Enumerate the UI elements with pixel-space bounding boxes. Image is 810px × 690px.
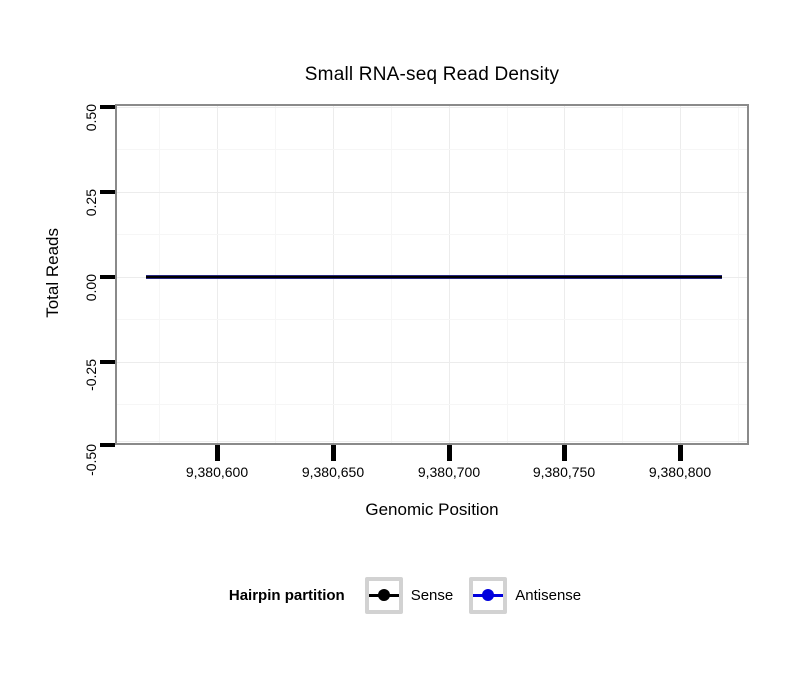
x-tick-label: 9,380,650 bbox=[301, 464, 365, 480]
legend: Hairpin partition Sense Antisense bbox=[0, 576, 810, 614]
y-tick-label: 0.25 bbox=[83, 189, 99, 217]
gridline-minor-v bbox=[159, 106, 161, 443]
gridline-major-v bbox=[449, 106, 450, 443]
gridline-major-h bbox=[117, 441, 747, 442]
y-tick-label: 0.50 bbox=[83, 104, 99, 132]
legend-title: Hairpin partition bbox=[228, 586, 345, 604]
gridline-minor-v bbox=[622, 106, 623, 443]
x-tick-label: 9,380,700 bbox=[417, 464, 481, 480]
plot-panel bbox=[115, 104, 749, 445]
gridline-major-v bbox=[333, 106, 335, 443]
x-tick-mark bbox=[331, 445, 336, 461]
gridline-minor-h bbox=[117, 234, 747, 235]
x-tick-label: 9,380,600 bbox=[185, 464, 249, 480]
legend-key-antisense bbox=[469, 576, 508, 614]
y-tick-label: -0.50 bbox=[83, 444, 99, 476]
x-tick-label: 9,380,750 bbox=[532, 464, 596, 480]
x-tick-label: 9,380,800 bbox=[648, 464, 712, 480]
gridline-minor-v bbox=[737, 106, 739, 443]
gridline-minor-v bbox=[390, 106, 392, 443]
antisense-dot-icon bbox=[482, 589, 495, 601]
gridline-major-v bbox=[216, 106, 218, 443]
y-tick-mark bbox=[100, 360, 115, 364]
legend-key-sense bbox=[364, 576, 403, 614]
y-tick-label: 0.00 bbox=[83, 274, 99, 302]
x-tick-mark bbox=[678, 445, 683, 461]
x-tick-mark bbox=[447, 445, 452, 461]
y-tick-label: -0.25 bbox=[83, 359, 99, 391]
legend-label-sense: Sense bbox=[410, 586, 454, 604]
y-tick-mark bbox=[100, 105, 115, 109]
y-axis-title: Total Reads bbox=[43, 227, 62, 318]
gridline-major-v bbox=[563, 106, 565, 443]
gridline-minor-v bbox=[506, 106, 508, 443]
series-line-sense-antisense bbox=[146, 275, 722, 279]
x-tick-mark bbox=[215, 445, 220, 461]
gridline-major-h bbox=[117, 107, 747, 108]
gridline-minor-v bbox=[275, 106, 276, 443]
gridline-minor-h bbox=[117, 404, 747, 405]
gridline-major-h bbox=[117, 362, 747, 363]
x-tick-mark bbox=[562, 445, 567, 461]
gridline-minor-h bbox=[117, 319, 747, 320]
gridline-minor-h bbox=[117, 149, 747, 150]
legend-label-antisense: Antisense bbox=[515, 586, 582, 604]
chart-title: Small RNA-seq Read Density bbox=[304, 64, 560, 85]
x-axis-title: Genomic Position bbox=[365, 500, 499, 519]
sense-dot-icon bbox=[377, 589, 390, 601]
y-tick-mark bbox=[100, 443, 115, 447]
y-axis-title-container: Total Reads bbox=[42, 104, 64, 441]
gridline-major-h bbox=[117, 192, 747, 193]
gridline-major-v bbox=[680, 106, 682, 443]
y-tick-mark bbox=[100, 275, 115, 279]
y-tick-mark bbox=[100, 190, 115, 194]
